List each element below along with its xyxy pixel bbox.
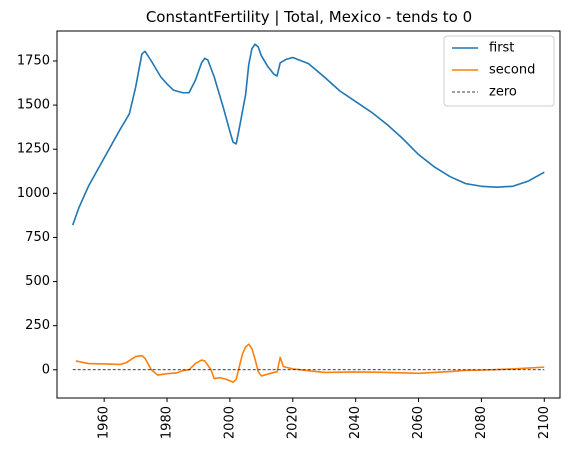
y-tick-label: 750 — [25, 230, 50, 245]
series-layer — [71, 43, 545, 383]
y-tick-label: 1500 — [17, 98, 50, 113]
legend-label-zero: zero — [489, 85, 517, 100]
legend: first second zero — [443, 35, 555, 107]
x-tick-label: 2100 — [537, 406, 552, 439]
y-tick-label: 1250 — [17, 142, 50, 157]
axes-layer — [56, 30, 561, 399]
series-line-first — [71, 43, 545, 226]
y-tick-label: 1750 — [17, 53, 50, 68]
y-tick-label: 0 — [42, 362, 50, 377]
y-tick-label: 1000 — [17, 186, 50, 201]
legend-frame — [443, 35, 555, 107]
y-tick-label: 250 — [25, 318, 50, 333]
x-tick-label: 2060 — [411, 406, 426, 439]
y-axis-ticks: 0 250 500 750 1000 1250 1500 1750 — [17, 53, 57, 377]
y-tick-label: 500 — [25, 274, 50, 289]
x-tick-label: 1960 — [97, 406, 112, 439]
x-tick-label: 1980 — [160, 406, 175, 439]
x-tick-label: 2040 — [348, 406, 363, 439]
plot-frame — [56, 30, 561, 399]
x-tick-label: 2080 — [474, 406, 489, 439]
x-axis-ticks: 1960 1980 2000 2020 2040 2060 2080 2100 — [97, 398, 552, 439]
chart-title: ConstantFertility | Total, Mexico - tend… — [146, 8, 472, 26]
x-tick-label: 2020 — [285, 406, 300, 439]
legend-label-first: first — [489, 41, 514, 56]
legend-label-second: second — [489, 63, 535, 78]
x-tick-label: 2000 — [222, 406, 237, 439]
series-line-second — [75, 343, 545, 383]
